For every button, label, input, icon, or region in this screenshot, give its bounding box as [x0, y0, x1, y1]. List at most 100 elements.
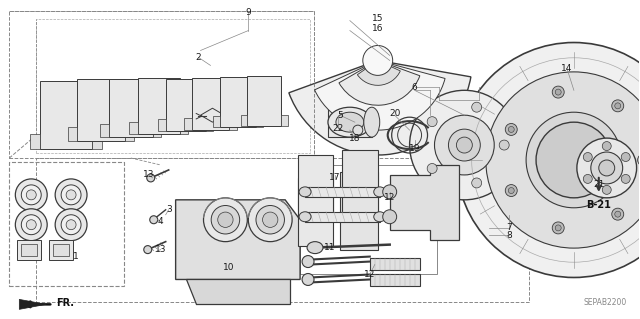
Wedge shape	[357, 60, 400, 85]
Circle shape	[15, 209, 47, 241]
Bar	[247, 76, 281, 126]
Bar	[180, 122, 188, 134]
Circle shape	[556, 225, 561, 231]
Text: 22: 22	[332, 124, 344, 133]
Circle shape	[66, 190, 76, 200]
Text: B-21: B-21	[586, 200, 611, 210]
Bar	[298, 178, 333, 246]
Text: 16: 16	[372, 24, 383, 33]
Bar	[10, 162, 124, 286]
Circle shape	[577, 138, 637, 198]
Wedge shape	[339, 60, 420, 105]
Bar	[205, 120, 214, 131]
Bar	[10, 11, 314, 158]
Text: 12: 12	[384, 193, 396, 202]
Bar	[21, 244, 37, 256]
Bar	[340, 172, 378, 249]
Circle shape	[248, 198, 292, 241]
Circle shape	[591, 152, 623, 184]
Circle shape	[66, 220, 76, 230]
Circle shape	[302, 273, 314, 286]
Circle shape	[147, 174, 155, 182]
Polygon shape	[370, 257, 420, 270]
Circle shape	[599, 160, 614, 176]
Circle shape	[55, 179, 87, 211]
Circle shape	[353, 125, 363, 135]
Bar	[30, 134, 40, 149]
Text: 15: 15	[372, 14, 383, 23]
Circle shape	[621, 152, 630, 161]
Bar	[328, 107, 372, 137]
Bar	[67, 127, 77, 141]
Text: 7: 7	[506, 223, 512, 232]
Bar	[305, 212, 380, 222]
Circle shape	[427, 164, 437, 174]
Polygon shape	[175, 200, 300, 279]
Bar	[53, 244, 69, 256]
Text: 1: 1	[73, 252, 79, 261]
Circle shape	[552, 222, 564, 234]
Circle shape	[383, 185, 397, 199]
Circle shape	[621, 174, 630, 183]
Bar	[281, 115, 288, 126]
Bar	[40, 81, 92, 149]
Circle shape	[508, 188, 514, 194]
Circle shape	[21, 185, 41, 205]
Polygon shape	[390, 165, 460, 240]
Circle shape	[456, 137, 472, 153]
Bar	[229, 118, 237, 130]
Bar	[125, 127, 134, 141]
Text: 21: 21	[593, 180, 604, 189]
Bar	[92, 134, 102, 149]
Circle shape	[21, 215, 41, 235]
Circle shape	[602, 185, 611, 194]
Bar	[256, 116, 264, 127]
Bar	[109, 79, 153, 137]
Bar	[100, 124, 109, 137]
Circle shape	[302, 256, 314, 268]
Polygon shape	[19, 300, 46, 309]
Wedge shape	[315, 60, 445, 130]
Circle shape	[204, 198, 247, 241]
Bar	[300, 165, 438, 274]
Circle shape	[26, 220, 36, 230]
Bar	[342, 150, 378, 220]
Circle shape	[583, 152, 592, 161]
Text: 3: 3	[166, 205, 172, 214]
Circle shape	[55, 209, 87, 241]
Circle shape	[486, 72, 640, 248]
Text: 19: 19	[409, 144, 420, 152]
Circle shape	[505, 185, 517, 197]
Text: 5: 5	[337, 111, 343, 120]
Text: 12: 12	[364, 270, 376, 279]
Circle shape	[602, 142, 611, 151]
Text: 10: 10	[223, 263, 234, 272]
Text: SEPAB2200: SEPAB2200	[584, 298, 627, 307]
Text: 18: 18	[349, 134, 360, 143]
Circle shape	[61, 185, 81, 205]
Circle shape	[383, 210, 397, 224]
Ellipse shape	[299, 187, 311, 197]
Circle shape	[144, 246, 152, 254]
Circle shape	[456, 42, 640, 278]
Text: 11: 11	[324, 243, 336, 252]
Circle shape	[637, 154, 640, 166]
Bar	[157, 120, 166, 131]
Bar	[36, 158, 529, 302]
Bar	[191, 78, 229, 130]
Circle shape	[363, 46, 393, 75]
Bar	[166, 79, 205, 131]
Text: 2: 2	[196, 53, 202, 62]
Circle shape	[410, 90, 519, 200]
Bar	[305, 187, 380, 197]
Circle shape	[526, 112, 621, 208]
Text: 4: 4	[158, 217, 163, 226]
Bar	[184, 118, 191, 130]
Circle shape	[262, 212, 278, 227]
Bar	[241, 115, 247, 126]
Circle shape	[15, 179, 47, 211]
Circle shape	[256, 205, 284, 234]
Wedge shape	[289, 60, 471, 155]
Circle shape	[556, 89, 561, 95]
Circle shape	[26, 190, 36, 200]
